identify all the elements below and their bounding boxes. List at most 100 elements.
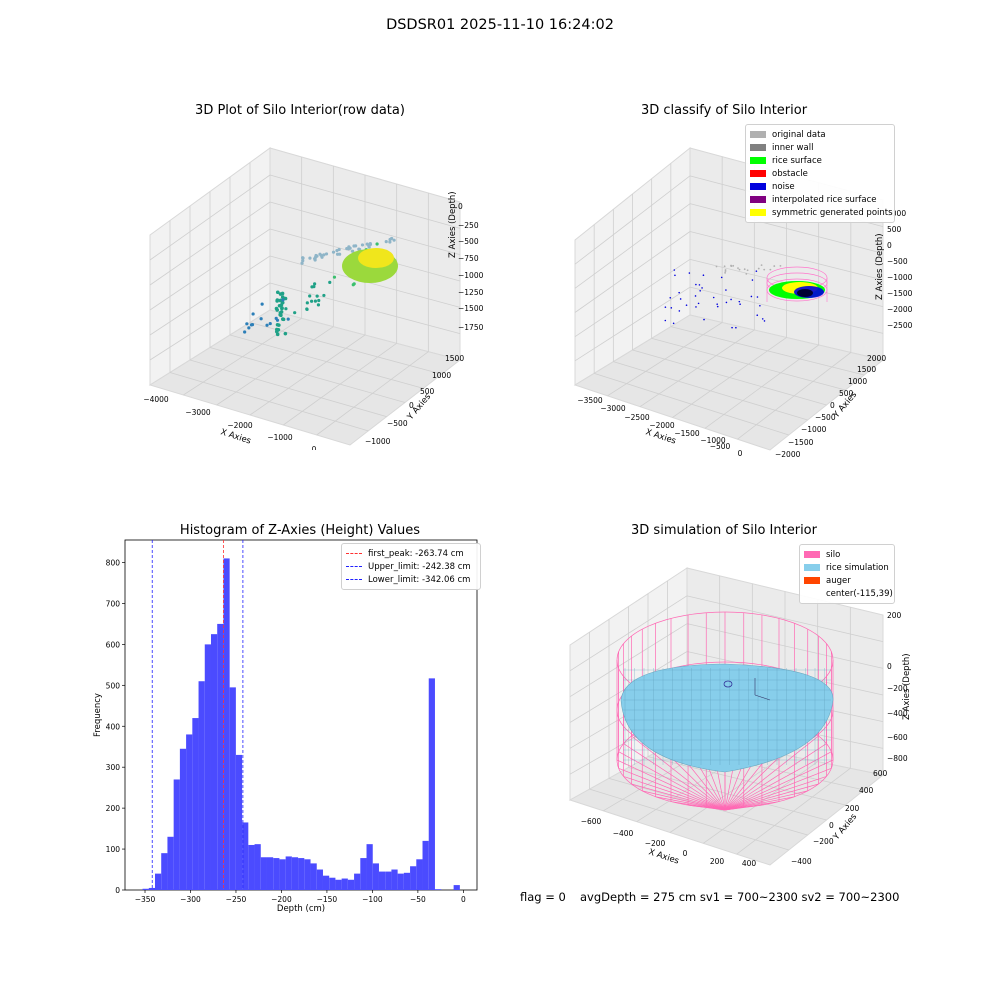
y-tick-label: 500 (839, 389, 854, 398)
y-tick-label: −1500 (788, 438, 814, 447)
data-point (345, 246, 349, 251)
histogram-bar (391, 869, 398, 890)
rice-surface (620, 663, 834, 773)
silo-spoke (618, 751, 726, 811)
noise-point (739, 303, 741, 306)
legend-swatch (346, 566, 362, 567)
z-tick-label: −750 (458, 254, 479, 263)
noise-point (669, 296, 672, 299)
legend-item: first_peak: -263.74 cm (346, 547, 476, 560)
legend-label: Upper_limit: -242.38 cm (368, 561, 471, 572)
histogram-bar (248, 844, 255, 890)
original-point (724, 270, 727, 273)
silo-spoke (724, 796, 795, 811)
grid-line (316, 351, 429, 436)
legend-item: original data (750, 128, 890, 141)
data-point (281, 317, 285, 321)
panel2-title: 3D classify of Silo Interior (640, 103, 808, 118)
depth-histogram: −350 −300 −250 −200 −150 −100 −50 0 0 100 200 300 4… (93, 539, 478, 914)
histogram-bar (434, 889, 442, 890)
original-point (743, 268, 746, 271)
data-point (350, 249, 355, 253)
histogram-bar (335, 879, 342, 890)
x-tick-labels: −350 −300 −250 −200 −150 −100 −50 0 (135, 890, 466, 904)
noise-point (750, 295, 753, 298)
data-point (259, 317, 263, 321)
histogram-bar (329, 877, 336, 890)
simulation-3d-plot: −600 −400 −200 0 200 400 −400 −200 0 200… (568, 567, 908, 868)
histogram-bar (372, 863, 379, 890)
x-tick-label: −4000 (143, 395, 169, 404)
original-point (715, 265, 718, 268)
legend-swatch (804, 564, 820, 571)
histogram-bar (291, 857, 299, 890)
y-tick-label: −1000 (365, 437, 391, 446)
noise-point (678, 291, 680, 294)
noise-point (756, 296, 759, 298)
histogram-bar (385, 871, 392, 890)
original-point (745, 273, 748, 275)
histogram-bar (279, 859, 286, 890)
data-point (312, 285, 316, 289)
data-point (360, 243, 365, 247)
original-point (723, 265, 726, 268)
histogram-bar (298, 858, 305, 890)
grid-line (736, 768, 851, 855)
z-tick-label: −1500 (458, 304, 484, 313)
histogram-bar (192, 718, 199, 890)
data-point (300, 261, 304, 265)
noise-point (730, 298, 732, 301)
data-point (275, 290, 280, 295)
data-point (375, 242, 379, 246)
original-point (737, 267, 739, 270)
silo-spoke (724, 743, 827, 811)
x-tick-label: −400 (613, 829, 634, 838)
x-tick-label: −500 (710, 442, 731, 451)
data-point (318, 252, 322, 256)
noise-point (679, 298, 682, 300)
legend-item: Lower_limit: -342.06 cm (346, 573, 476, 586)
data-point (322, 253, 326, 257)
x-tick-label: −350 (135, 895, 156, 904)
panel3-title: Histogram of Z-Axies (Height) Values (179, 523, 421, 538)
noise-point (731, 326, 733, 329)
legend-label: first_peak: -263.74 cm (368, 548, 464, 559)
silo-spoke (724, 790, 808, 811)
data-point (354, 244, 358, 248)
z-tick-label: −200 (887, 684, 908, 693)
y-tick-label: −500 (815, 413, 836, 422)
data-point (283, 296, 288, 301)
panel4-legend: silo rice simulation auger center(-115,39) (799, 544, 895, 604)
x-tick-label: −3000 (185, 408, 211, 417)
legend-item: interpolated rice surface (750, 193, 890, 206)
y-tick-label: 2000 (867, 354, 886, 363)
x-tick-label: −200 (271, 895, 292, 904)
histogram-bar (173, 779, 180, 890)
noise-point (673, 269, 676, 271)
histogram-bar (422, 840, 429, 890)
auger-marker (723, 678, 771, 701)
original-point (738, 268, 741, 271)
data-points (243, 236, 398, 337)
y-tick-label: 300 (106, 763, 121, 772)
noise-point (701, 287, 703, 289)
auger-ring (723, 680, 733, 688)
stats-text: avgDepth = 275 cm sv1 = 700~2300 sv2 = 7… (580, 890, 900, 904)
data-point (320, 255, 324, 259)
data-point (277, 303, 282, 308)
data-point (315, 294, 319, 298)
noise-point (759, 304, 761, 307)
histogram-bar (285, 856, 292, 890)
silo-spoke (724, 806, 744, 811)
legend-label: obstacle (772, 168, 808, 179)
y-tick-label: 400 (106, 722, 121, 731)
legend-label: original data (772, 129, 826, 140)
data-point (308, 294, 312, 298)
z-tick-labels: 200 0 −200 −400 −600 −800 (887, 611, 908, 763)
x-tick-label: −3500 (577, 396, 603, 405)
data-point (392, 238, 396, 242)
data-point (332, 275, 337, 279)
data-point (279, 310, 284, 314)
y-tick-label: 500 (420, 387, 435, 396)
noise-point (725, 289, 727, 291)
